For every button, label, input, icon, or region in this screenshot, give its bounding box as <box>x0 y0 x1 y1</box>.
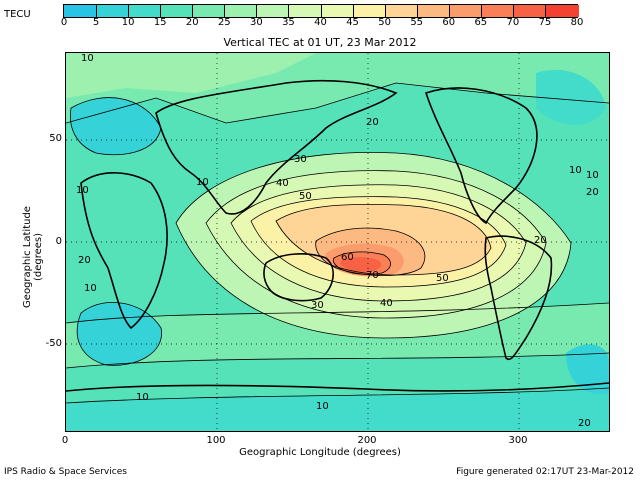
africa-coastline <box>80 172 168 330</box>
tec-map-svg: 10 20 30 40 50 60 70 50 40 30 20 10 10 20 10 20 10 10 10 20… <box>65 53 610 431</box>
colorbar-tick-label: 15 <box>153 17 167 28</box>
contour-label: 10 <box>196 177 209 188</box>
contour-label: 20 <box>366 117 379 128</box>
colorbar-tick-label: 30 <box>250 17 263 28</box>
colorbar-tick-label: 60 <box>442 17 456 28</box>
colorbar-segment <box>352 5 387 17</box>
level-20-north-band <box>66 53 316 98</box>
x-tick-0: 0 <box>61 435 69 446</box>
contour-lines <box>65 82 610 404</box>
x-tick-300: 300 <box>508 435 528 446</box>
colorbar-ticks: 0 5 10 15 20 25 30 35 40 45 50 55 60 65 70 75 80 <box>0 17 640 31</box>
colorbar-tick-label: 20 <box>185 17 199 28</box>
colorbar-tick-label: 50 <box>378 17 391 28</box>
colorbar-segment <box>256 5 290 17</box>
colorbar-segment <box>384 5 419 17</box>
contour-label: 10 <box>76 185 89 196</box>
colorbar-tick-label: 40 <box>314 17 327 28</box>
x-axis-label: Geographic Longitude (degrees) <box>239 447 401 458</box>
credit-right: Figure generated 02:17UT 23-Mar-2012 <box>456 467 634 477</box>
colorbar-segment <box>96 5 130 17</box>
y-tick-minus-50: -50 <box>45 338 62 349</box>
colorbar-tick-label: 70 <box>506 17 520 28</box>
contour-label: 10 <box>569 165 582 176</box>
contour-label: 30 <box>311 300 324 311</box>
unit-label: TECU <box>4 9 31 20</box>
colorbar-segment <box>448 5 483 17</box>
colorbar-segment <box>320 5 355 17</box>
eurasia-coastline <box>155 79 398 215</box>
colorbar <box>63 4 579 18</box>
map-title: Vertical TEC at 01 UT, 23 Mar 2012 <box>223 36 417 49</box>
colorbar-segment <box>544 5 579 17</box>
contour-label: 50 <box>299 191 312 202</box>
contour-label: 10 <box>136 392 149 403</box>
contour-label: 70 <box>366 270 379 281</box>
contour-label: 10 <box>586 170 599 181</box>
colorbar-tick-label: 25 <box>217 17 231 28</box>
level-5-north-west <box>70 97 161 155</box>
x-tick-100: 100 <box>206 435 226 446</box>
colorbar-tick-label: 45 <box>346 17 359 28</box>
contour-label: 20 <box>534 235 547 246</box>
colorbar-segment <box>128 5 162 17</box>
contour-label: 50 <box>436 273 449 284</box>
contour-labels: 10 20 30 40 50 60 70 50 40 30 20 10 10 20 10 20 10 10 10 20… <box>76 53 599 429</box>
colorbar-segment <box>416 5 451 17</box>
y-axis-label: Geographic Latitude (degrees) <box>22 206 44 308</box>
level-10-south <box>66 388 609 431</box>
contour-label: 20 <box>578 418 591 429</box>
colorbar-tick-label: 10 <box>121 17 135 28</box>
antarctica-coastline <box>65 382 610 392</box>
colorbar-tick-label: 35 <box>282 17 295 28</box>
colorbar-tick-label: 65 <box>474 17 488 28</box>
colorbar-segment <box>224 5 258 17</box>
level-5-south-east <box>566 344 609 394</box>
colorbar-segment <box>512 5 547 17</box>
level-10-north-east <box>536 69 606 125</box>
contour-label: 40 <box>276 178 289 189</box>
y-tick-0: 0 <box>55 236 62 247</box>
north-america-coastline <box>424 87 538 225</box>
colorbar-segment <box>288 5 322 17</box>
contour-label: 10 <box>81 53 94 64</box>
coastlines <box>65 79 610 392</box>
y-tick-50: 50 <box>49 133 62 144</box>
colorbar-segment <box>480 5 515 17</box>
colorbar-segment <box>64 5 97 17</box>
colorbar-tick-label: 75 <box>538 17 552 28</box>
contour-label: 60 <box>341 252 354 263</box>
contour-label: 10 <box>316 401 329 412</box>
contour-label: 10 <box>84 283 97 294</box>
level-70 <box>340 257 382 272</box>
tec-map[interactable]: 10 20 30 40 50 60 70 50 40 30 20 10 10 20 10 20 10 10 10 20… <box>65 52 610 432</box>
contour-label: 20 <box>78 255 91 266</box>
colorbar-tick-label: 80 <box>570 17 584 28</box>
colorbar-segment <box>192 5 226 17</box>
colorbar-tick-label: 5 <box>92 17 100 28</box>
colorbar-segment <box>160 5 194 17</box>
x-tick-200: 200 <box>357 435 377 446</box>
colorbar-tick-label: 0 <box>60 17 68 28</box>
contour-label: 30 <box>294 154 307 165</box>
south-america-coastline <box>484 235 553 360</box>
australia-coastline <box>263 253 334 302</box>
colorbar-tick-label: 55 <box>410 17 424 28</box>
contour-label: 20 <box>586 187 599 198</box>
credit-left: IPS Radio & Space Services <box>4 467 127 477</box>
contour-label: 40 <box>380 298 393 309</box>
graticule <box>66 53 609 431</box>
